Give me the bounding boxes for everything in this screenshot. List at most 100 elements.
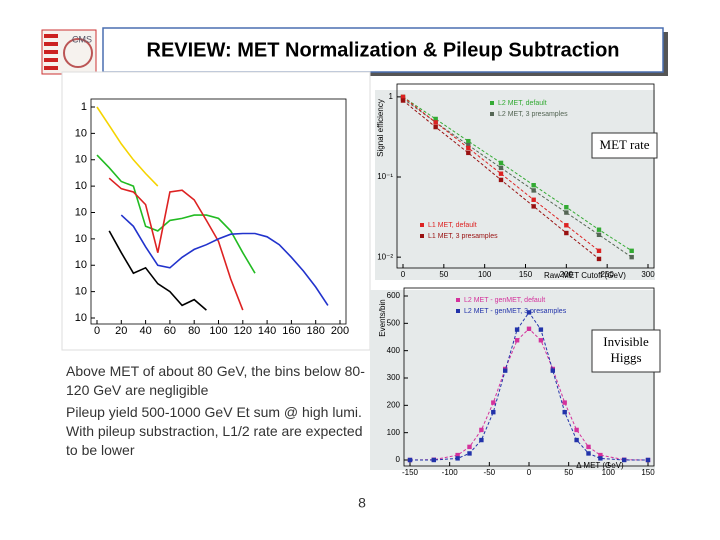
series-line bbox=[96, 106, 159, 187]
data-point bbox=[564, 205, 569, 210]
x-tick-label: 120 bbox=[234, 325, 252, 337]
page-number: 8 bbox=[358, 495, 366, 511]
y-tick-label: 10⁻² bbox=[377, 252, 393, 261]
x-axis-label: Raw MET Cutoff (GeV) bbox=[544, 271, 626, 280]
x-axis-label: Δ MET (GeV) bbox=[576, 461, 624, 470]
y-tick-label: 10 bbox=[75, 259, 87, 271]
x-tick-label: 60 bbox=[164, 325, 176, 337]
y-tick-label: 1 bbox=[81, 101, 87, 113]
annotation-box bbox=[591, 329, 661, 373]
slide-title: REVIEW: MET Normalization & Pileup Subtr… bbox=[147, 39, 620, 61]
legend-marker bbox=[490, 112, 494, 116]
data-point bbox=[596, 227, 602, 232]
x-tick-label: 20 bbox=[115, 325, 127, 337]
data-point bbox=[598, 456, 603, 461]
data-point bbox=[455, 452, 460, 458]
title-box bbox=[102, 27, 664, 73]
y-tick-label: 10 bbox=[75, 312, 87, 324]
data-point bbox=[564, 210, 569, 215]
series-line bbox=[402, 98, 632, 258]
y-tick-label: 400 bbox=[387, 346, 401, 355]
x-tick-label: -50 bbox=[484, 468, 496, 477]
data-point bbox=[531, 204, 536, 209]
data-point bbox=[466, 150, 471, 156]
series-line bbox=[120, 214, 329, 306]
data-point bbox=[622, 457, 627, 463]
data-point bbox=[431, 457, 436, 463]
y-tick-label: 200 bbox=[387, 400, 401, 409]
x-tick-label: 80 bbox=[188, 325, 200, 337]
plot-image bbox=[61, 71, 371, 351]
y-tick-label: 10 bbox=[75, 206, 87, 218]
data-point bbox=[455, 456, 460, 461]
data-point bbox=[514, 327, 520, 332]
x-tick-label: 140 bbox=[258, 325, 276, 337]
logo: CMS bbox=[41, 29, 97, 75]
logo-stripe bbox=[44, 34, 58, 38]
data-point bbox=[498, 165, 504, 171]
logo-ring bbox=[63, 38, 93, 68]
data-point bbox=[574, 437, 579, 443]
data-point bbox=[531, 188, 536, 193]
y-tick-label: 10⁻¹ bbox=[377, 172, 393, 181]
y-tick-label: 10 bbox=[75, 154, 87, 166]
logo-stripe bbox=[44, 58, 58, 62]
series-line bbox=[402, 96, 632, 252]
legend-marker bbox=[490, 101, 494, 105]
data-point bbox=[562, 409, 567, 415]
data-point bbox=[629, 248, 634, 254]
x-tick-label: 0 bbox=[527, 468, 532, 477]
x-tick-label: -100 bbox=[442, 468, 459, 477]
data-point bbox=[596, 248, 602, 254]
series-line bbox=[108, 230, 207, 311]
legend-marker bbox=[456, 309, 460, 313]
data-point bbox=[433, 124, 438, 130]
x-tick-label: 250 bbox=[600, 270, 614, 279]
logo-stripe bbox=[44, 50, 58, 54]
data-point bbox=[400, 98, 406, 103]
legend-label: L2 MET, 3 presamples bbox=[498, 111, 568, 118]
data-point bbox=[433, 116, 438, 122]
y-tick-label: 1 bbox=[389, 92, 394, 101]
data-point bbox=[491, 400, 496, 405]
y-tick-label: 10 bbox=[75, 180, 87, 192]
y-tick-label: 500 bbox=[387, 318, 401, 327]
x-tick-label: 180 bbox=[307, 325, 325, 337]
x-tick-label: 200 bbox=[560, 270, 574, 279]
data-point bbox=[531, 197, 536, 202]
data-point bbox=[498, 160, 504, 166]
legend-label: L1 MET, default bbox=[428, 222, 477, 229]
data-point bbox=[598, 452, 603, 458]
y-tick-label: 10 bbox=[75, 286, 87, 298]
legend-label: L2 MET - genMET, default bbox=[464, 297, 545, 304]
data-point bbox=[526, 310, 532, 315]
data-point bbox=[467, 451, 472, 456]
y-tick-label: 100 bbox=[387, 428, 401, 437]
legend-label: L1 MET, 3 presamples bbox=[428, 233, 498, 240]
legend-label: L2 MET, default bbox=[498, 100, 547, 107]
data-point bbox=[645, 457, 651, 463]
data-point bbox=[479, 427, 484, 433]
data-point bbox=[564, 230, 569, 236]
data-point bbox=[503, 368, 508, 373]
x-tick-label: -150 bbox=[402, 468, 419, 477]
data-point bbox=[526, 326, 532, 331]
x-tick-label: 300 bbox=[641, 270, 655, 279]
data-point bbox=[400, 94, 406, 100]
data-point bbox=[479, 437, 484, 443]
data-point bbox=[574, 427, 579, 433]
logo-stripe bbox=[44, 42, 58, 46]
paragraph: Pileup yield 500-1000 GeV Et sum @ high … bbox=[66, 404, 363, 458]
logo-text: CMS bbox=[72, 34, 92, 44]
annotation-box bbox=[591, 132, 658, 159]
data-point bbox=[596, 256, 602, 262]
x-tick-label: 0 bbox=[401, 270, 406, 279]
x-tick-label: 0 bbox=[94, 325, 100, 337]
annotation-text: MET rate bbox=[599, 137, 650, 152]
data-point bbox=[564, 223, 569, 228]
data-point bbox=[433, 120, 438, 125]
data-point bbox=[514, 338, 520, 343]
y-tick-label: 10 bbox=[75, 233, 87, 245]
x-tick-label: 150 bbox=[519, 270, 533, 279]
